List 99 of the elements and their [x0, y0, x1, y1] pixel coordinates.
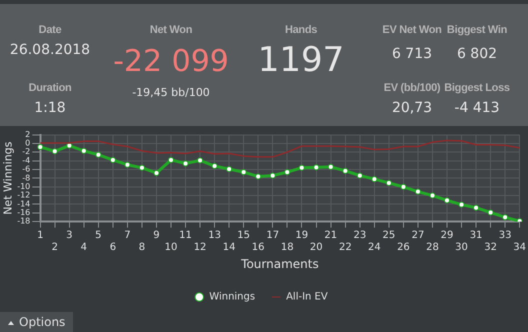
point — [168, 156, 174, 163]
point — [110, 156, 116, 163]
text: Biggest Loss — [444, 82, 510, 94]
y-tick-label: -10 — [17, 182, 30, 191]
x-tick-label: 1 — [37, 230, 44, 242]
x-tick-label: 25 — [382, 230, 396, 242]
x-tick-label: 22 — [338, 242, 352, 254]
x-tick-label: 23 — [353, 230, 366, 242]
text: Date — [38, 24, 62, 36]
x-tick-label: 26 — [397, 242, 410, 254]
point — [473, 204, 480, 211]
legend-label: All-In EV — [286, 292, 328, 303]
text: Net Won — [150, 24, 192, 36]
y-tick-label: -8 — [22, 173, 30, 182]
x-tick-label: 32 — [484, 242, 497, 254]
x-tick-label: 27 — [412, 230, 424, 242]
point — [313, 164, 320, 170]
x-tick-label: 15 — [237, 230, 250, 242]
text: Biggest Win — [446, 24, 508, 36]
x-tick-label: 24 — [368, 242, 381, 254]
point — [429, 192, 436, 199]
x-tick-label: 30 — [455, 242, 468, 254]
x-tick-label: 28 — [426, 242, 439, 254]
x-tick-label: 2 — [52, 242, 58, 254]
point — [270, 172, 276, 179]
text: 26.08.2018 — [10, 42, 90, 58]
text: 1:18 — [34, 100, 66, 116]
x-tick-label: 14 — [222, 242, 236, 254]
x-tick-label: 29 — [440, 230, 454, 242]
point — [255, 173, 262, 180]
text: 6 713 — [392, 46, 432, 62]
x-tick-label: 33 — [498, 230, 512, 242]
x-tick-label: 4 — [80, 242, 88, 254]
x-tick-label: 3 — [66, 230, 73, 242]
point — [328, 164, 334, 170]
point — [37, 144, 44, 150]
x-tick-label: 8 — [138, 242, 146, 254]
x-tick-label: 16 — [252, 242, 265, 254]
y-tick-label: -16 — [17, 208, 30, 217]
x-tick-label: 18 — [280, 242, 294, 254]
x-tick-label: 31 — [470, 230, 482, 242]
text: 1197 — [258, 40, 344, 80]
x-tick-label: 9 — [153, 230, 160, 242]
point — [488, 209, 494, 216]
x-tick-label: 20 — [310, 242, 323, 254]
point — [356, 172, 363, 179]
text: -19,45 bb/100 — [132, 86, 210, 99]
x-tick-label: 19 — [295, 230, 308, 242]
text: EV Net Won — [382, 24, 442, 36]
y-tick-label: 2 — [25, 130, 30, 139]
x-tick-label: 10 — [164, 242, 178, 254]
y-tick-label: -12 — [17, 190, 30, 200]
text: -22 099 — [113, 44, 229, 79]
y-tick-label: -6 — [22, 164, 30, 174]
point — [386, 180, 392, 186]
point — [342, 168, 348, 174]
x-tick-label: 11 — [179, 230, 192, 242]
point — [458, 202, 465, 208]
x-tick-label: 17 — [266, 230, 280, 242]
point — [124, 162, 130, 168]
text: 6 802 — [456, 46, 498, 62]
point — [226, 166, 232, 172]
point — [502, 214, 508, 220]
point — [212, 163, 218, 170]
x-tick-label: 6 — [110, 242, 116, 254]
y-tick-label: -4 — [22, 156, 30, 165]
point — [444, 197, 450, 204]
y-tick-label: -2 — [22, 147, 30, 156]
point — [182, 160, 189, 166]
point — [298, 164, 305, 171]
text: Duration — [28, 82, 72, 94]
point — [52, 148, 58, 154]
x-axis-title: Tournaments — [240, 256, 319, 271]
point — [414, 188, 421, 195]
text: -4 413 — [454, 100, 500, 116]
x-tick-label: 34 — [513, 242, 526, 254]
x-tick-label: 7 — [124, 230, 131, 242]
x-tick-label: 12 — [194, 242, 206, 254]
point — [284, 169, 290, 176]
point — [197, 157, 204, 164]
point — [95, 152, 102, 158]
text: EV (bb/100) — [384, 82, 440, 94]
text: Options — [0, 312, 74, 332]
y-tick-label: -18 — [17, 216, 30, 226]
point — [138, 164, 145, 171]
y-tick-label: 0 — [25, 138, 30, 148]
legend-label: Winnings — [209, 292, 256, 303]
text: Hands — [284, 24, 318, 36]
point — [240, 169, 247, 176]
y-axis-title: Net Winnings — [1, 141, 14, 215]
text: 20,73 — [392, 100, 432, 116]
point — [371, 176, 378, 182]
x-tick-label: 21 — [324, 230, 338, 242]
point — [400, 184, 406, 190]
point — [153, 170, 160, 176]
x-tick-label: 5 — [95, 230, 102, 242]
y-tick-label: -14 — [17, 199, 30, 208]
x-tick-label: 13 — [208, 230, 221, 242]
point — [80, 148, 87, 154]
